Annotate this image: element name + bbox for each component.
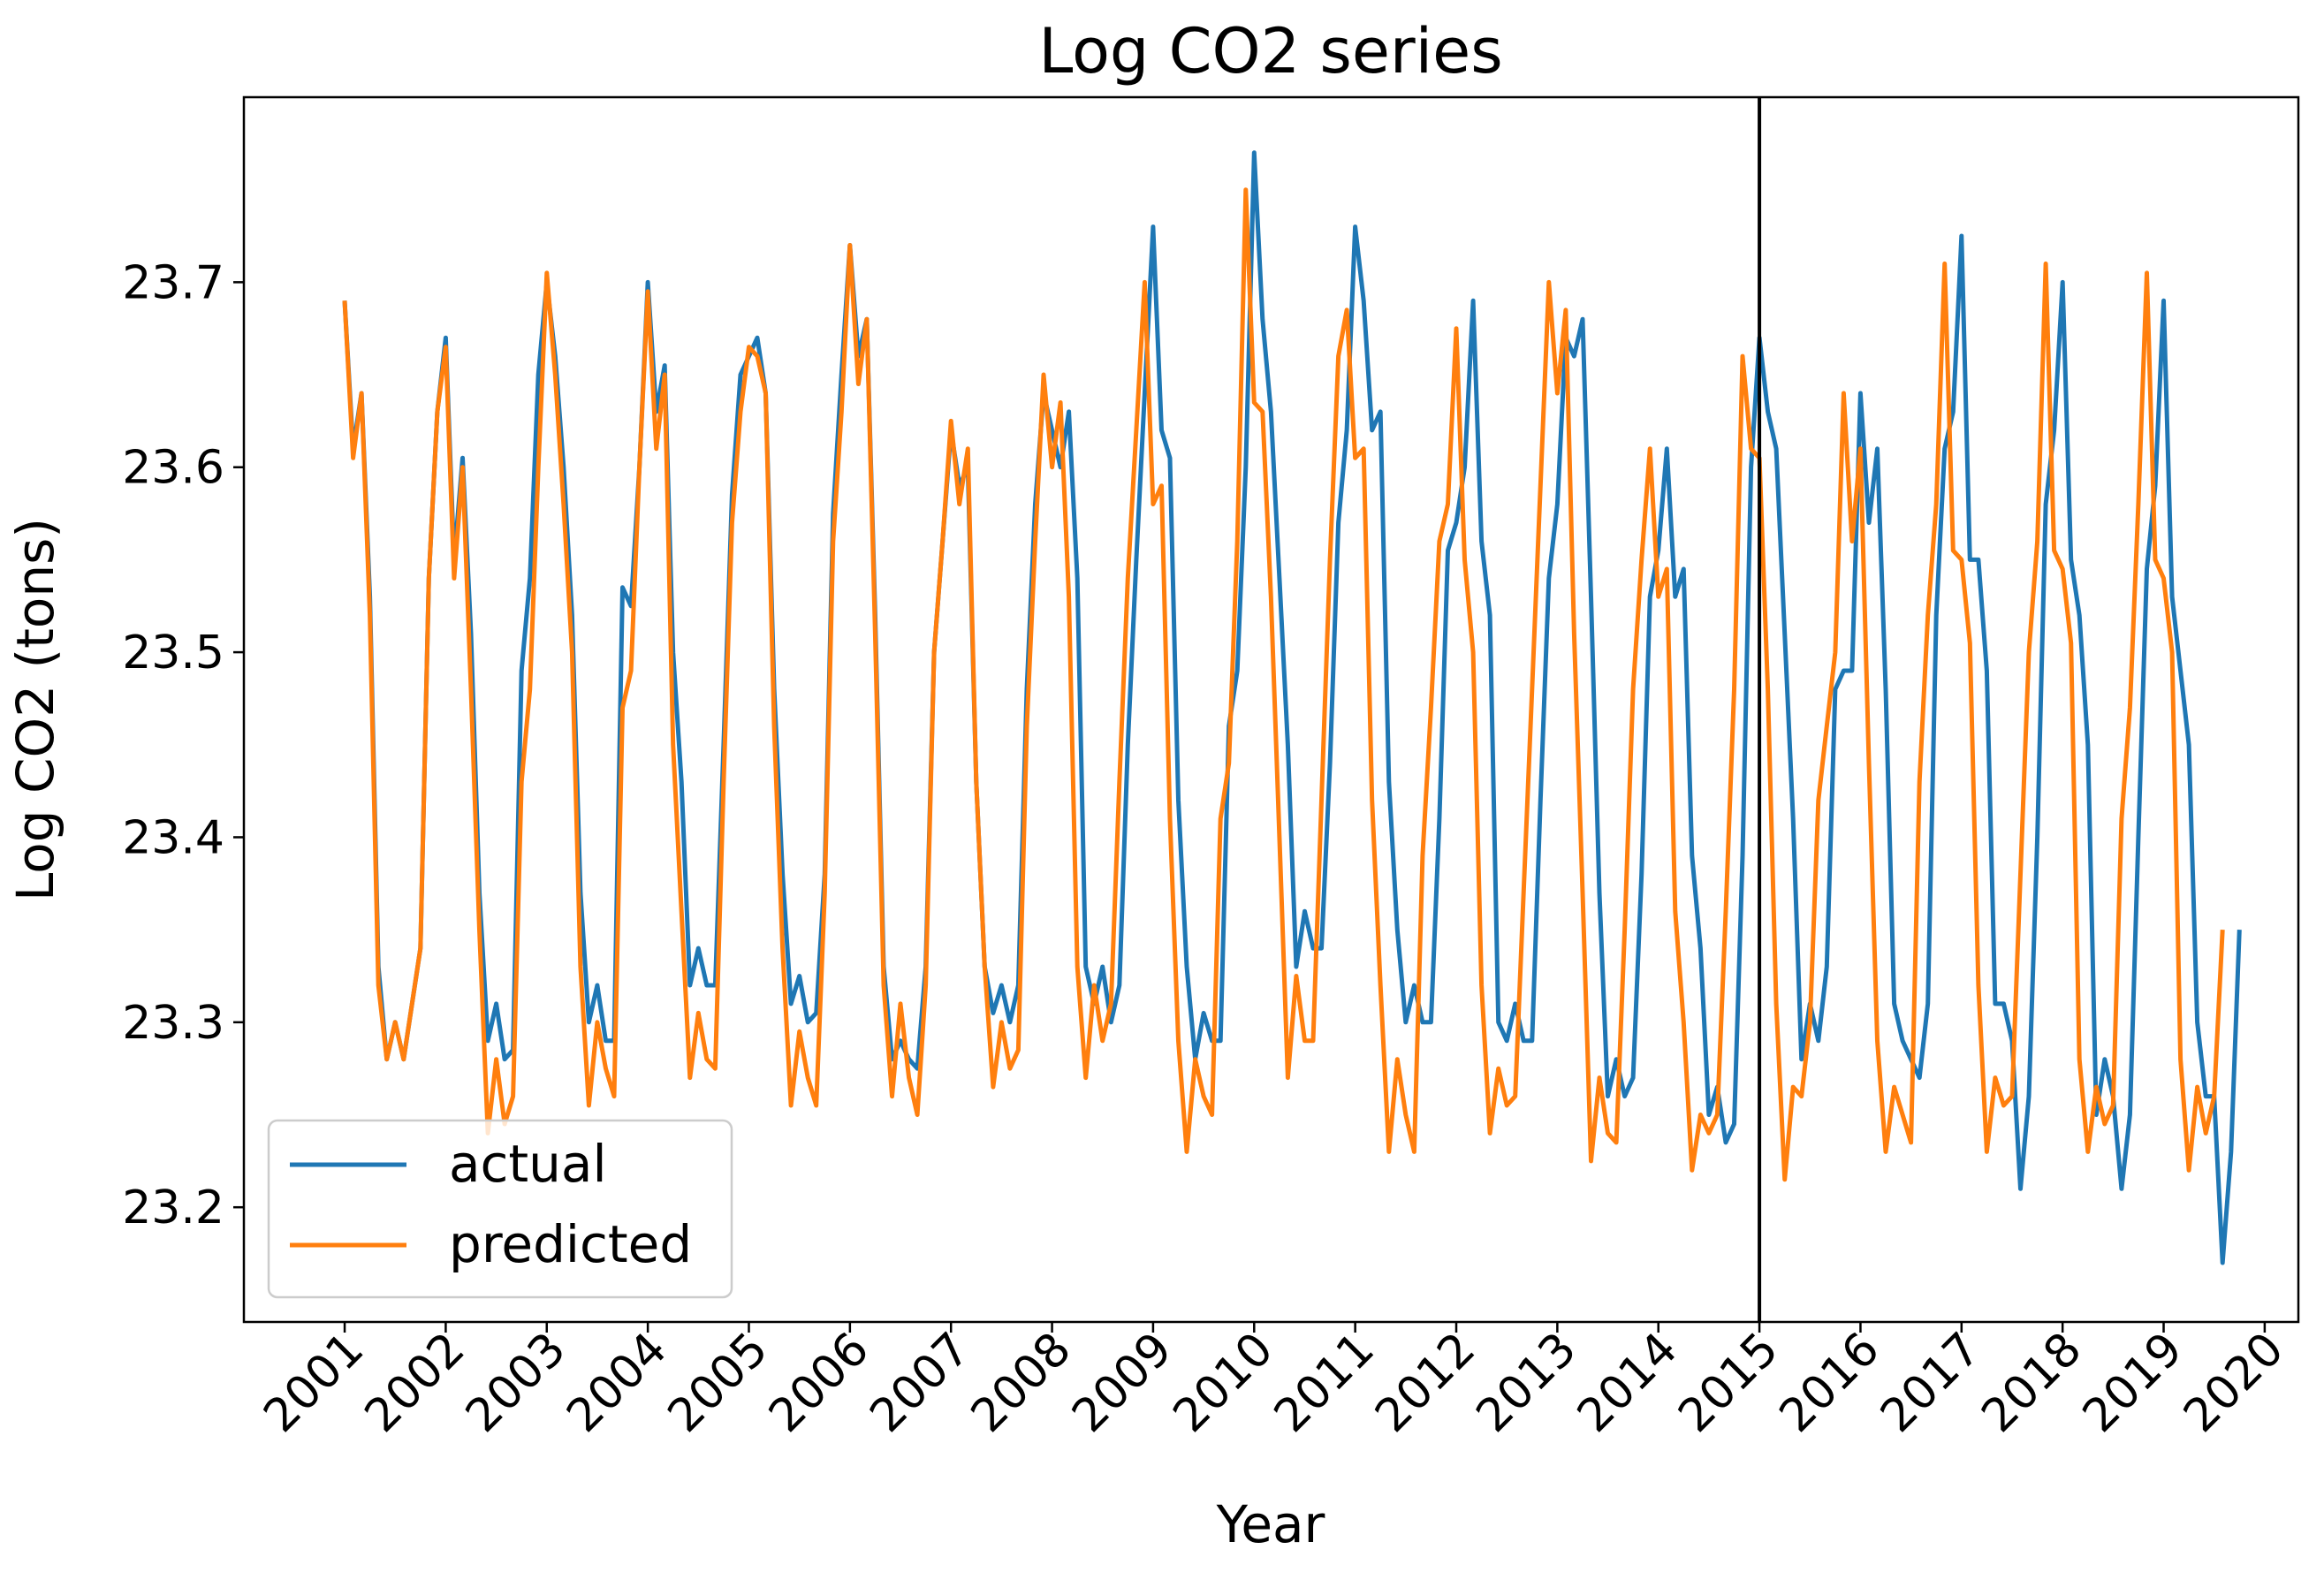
y-tick-label: 23.5 [122, 627, 224, 680]
legend: actual predicted [267, 1119, 733, 1299]
legend-label-actual: actual [449, 1134, 607, 1194]
chart-title: Log CO2 series [1038, 15, 1502, 87]
y-tick-label: 23.4 [122, 811, 224, 864]
x-axis-label: Year [1216, 1494, 1325, 1554]
series-layer [342, 150, 2242, 1265]
series-line-actual [342, 150, 2242, 1265]
y-axis-label: Log CO2 (tons) [5, 518, 65, 901]
plot-frame [242, 95, 2300, 1324]
y-tick-label: 23.2 [122, 1181, 224, 1234]
y-tick-label: 23.6 [122, 442, 224, 495]
series-line-predicted [342, 187, 2225, 1182]
y-axis: 23.2 23.3 23.4 23.5 23.6 23.7 [122, 256, 244, 1234]
y-tick-label: 23.7 [122, 256, 224, 309]
y-tick-label: 23.3 [122, 997, 224, 1050]
legend-label-predicted: predicted [449, 1214, 692, 1274]
